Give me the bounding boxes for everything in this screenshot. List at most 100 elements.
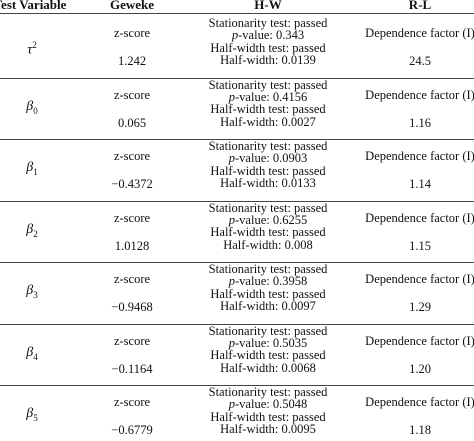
test-variable: τ2 — [27, 38, 37, 58]
geweke-value: −0.1164 — [111, 361, 153, 376]
p-value-text: -value: 0.3958 — [235, 274, 308, 289]
hw-p-value: p-value: 0.5048 — [228, 397, 308, 412]
test-variable: β0 — [26, 98, 38, 118]
rl-value: 1.29 — [409, 300, 431, 314]
row-divider — [0, 323, 474, 325]
p-symbol: p — [228, 397, 236, 412]
rl-value: 24.5 — [409, 54, 431, 68]
rl-label: Dependence factor (I) — [365, 87, 474, 102]
header-rule — [0, 13, 474, 14]
test-variable: β4 — [26, 344, 38, 364]
rl-label: Dependence factor (I) — [365, 210, 474, 225]
rl-value: 1.20 — [409, 361, 431, 376]
test-variable: β2 — [26, 221, 38, 241]
rl-value: 1.16 — [409, 115, 431, 130]
geweke-label: z-score — [113, 272, 151, 286]
variable-symbol: β — [26, 283, 34, 298]
variable-symbol: β — [26, 160, 34, 175]
geweke-value: 0.065 — [117, 115, 147, 130]
variable-symbol: β — [26, 98, 34, 114]
p-symbol: p — [228, 212, 236, 227]
header-hw: H-W — [254, 0, 282, 12]
hw-halfwidth-test: Half-width test: passed — [210, 225, 326, 240]
geweke-label: z-score — [113, 395, 151, 409]
hw-stationarity: Stationarity test: passed — [208, 77, 328, 92]
hw-cell: Stationarity test: passed p-value: 0.504… — [209, 386, 328, 436]
hw-stationarity: Stationarity test: passed — [208, 262, 328, 276]
hw-halfwidth-test: Half-width test: passed — [210, 40, 326, 55]
p-symbol: p — [228, 335, 236, 350]
hw-halfwidth: Half-width: 0.0139 — [220, 53, 316, 68]
variable-symbol: β — [26, 221, 34, 237]
p-symbol: p — [228, 274, 236, 289]
hw-p-value: p-value: 0.343 — [232, 28, 305, 43]
hw-cell: Stationarity test: passed p-value: 0.395… — [209, 263, 328, 313]
test-variable: β5 — [26, 407, 37, 425]
hw-p-value: p-value: 0.5035 — [228, 335, 307, 350]
test-variable: β1 — [26, 161, 37, 179]
row-divider — [0, 262, 474, 263]
row-divider — [0, 139, 474, 140]
hw-p-value: p-value: 0.0903 — [228, 151, 308, 166]
geweke-label: z-score — [113, 26, 151, 40]
hw-cell: Stationarity test: passed p-value: 0.415… — [208, 77, 328, 129]
hw-halfwidth: Half-width: 0.0068 — [220, 360, 316, 375]
row-divider — [0, 385, 474, 386]
hw-p-value: p-value: 0.3958 — [228, 274, 308, 289]
hw-halfwidth-test: Half-width test: passed — [210, 348, 326, 363]
p-value-text: -value: 0.0903 — [235, 151, 308, 166]
geweke-label: z-score — [113, 210, 151, 225]
hw-halfwidth-test: Half-width test: passed — [210, 163, 326, 178]
hw-stationarity: Stationarity test: passed — [208, 139, 328, 153]
rl-label: Dependence factor (I) — [365, 149, 474, 163]
hw-cell: Stationarity test: passed p-value: 0.090… — [209, 140, 328, 190]
hw-halfwidth: Half-width: 0.0027 — [220, 114, 316, 129]
hw-p-value: p-value: 0.6255 — [228, 212, 308, 227]
hw-halfwidth-test: Half-width test: passed — [210, 102, 326, 117]
p-symbol: p — [228, 151, 236, 166]
variable-subscript: 0 — [33, 105, 38, 116]
p-value-text: -value: 0.6255 — [235, 212, 308, 227]
header-rl: R-L — [408, 0, 432, 12]
hw-halfwidth-test: Half-width test: passed — [210, 286, 326, 301]
variable-subscript: 5 — [33, 412, 38, 423]
geweke-value: −0.4372 — [111, 177, 153, 191]
hw-halfwidth: Half-width: 0.0097 — [220, 299, 316, 314]
test-variable: β3 — [26, 284, 37, 302]
hw-stationarity: Stationarity test: passed — [208, 200, 328, 215]
variable-symbol: β — [26, 344, 34, 360]
hw-cell: Stationarity test: passed p-value: 0.503… — [208, 323, 328, 375]
header-test-variable: Test Variable — [0, 0, 67, 12]
hw-p-value: p-value: 0.4156 — [228, 89, 307, 104]
p-value-text: -value: 0.343 — [238, 28, 305, 43]
hw-stationarity: Stationarity test: passed — [208, 16, 328, 30]
variable-symbol: β — [26, 406, 34, 421]
rl-label: Dependence factor (I) — [365, 395, 474, 409]
variable-subscript: 4 — [33, 351, 38, 362]
rl-value: 1.14 — [409, 177, 431, 191]
variable-subscript: 1 — [33, 166, 38, 177]
hw-halfwidth: Half-width: 0.0133 — [220, 176, 316, 191]
p-value-text: -value: 0.5048 — [235, 397, 308, 412]
hw-stationarity: Stationarity test: passed — [208, 323, 328, 338]
p-symbol: p — [228, 89, 236, 104]
rl-label: Dependence factor (I) — [365, 26, 474, 40]
geweke-value: −0.9468 — [111, 300, 153, 314]
geweke-value: 1.0128 — [114, 238, 150, 253]
variable-subscript: 3 — [33, 289, 38, 300]
hw-halfwidth-test: Half-width test: passed — [210, 409, 326, 424]
geweke-value: −0.6779 — [111, 423, 153, 437]
row-divider — [0, 200, 474, 202]
geweke-label: z-score — [113, 87, 151, 102]
rl-label: Dependence factor (I) — [365, 272, 474, 286]
geweke-value: 1.242 — [117, 54, 147, 68]
geweke-label: z-score — [113, 149, 151, 163]
hw-cell: Stationarity test: passed p-value: 0.625… — [208, 200, 328, 251]
rl-value: 1.15 — [409, 238, 431, 253]
variable-subscript: 2 — [33, 228, 38, 239]
variable-superscript: 2 — [32, 40, 37, 50]
rl-label: Dependence factor (I) — [365, 333, 474, 348]
hw-halfwidth: Half-width: 0.0095 — [220, 422, 316, 437]
geweke-label: z-score — [113, 333, 151, 348]
